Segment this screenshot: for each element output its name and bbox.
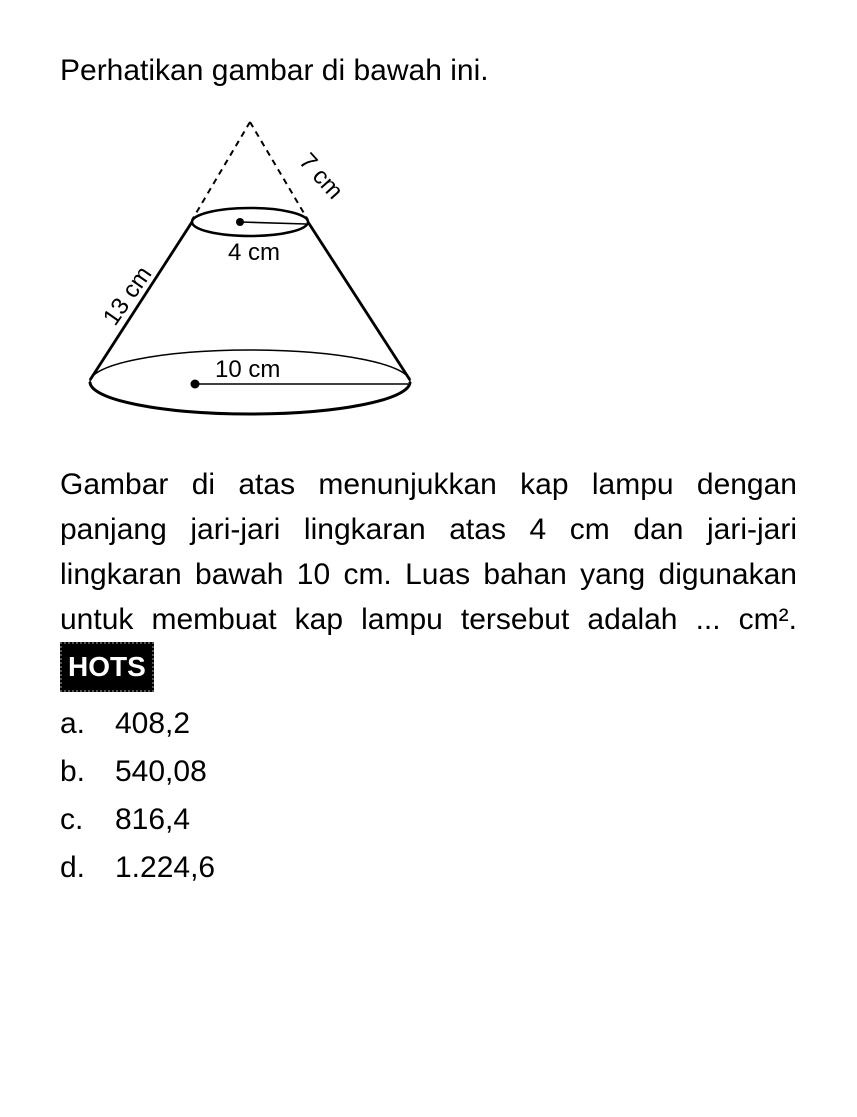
option-d-letter: d. xyxy=(60,844,90,892)
label-4cm: 4 cm xyxy=(228,239,280,266)
question-intro: Perhatikan gambar di bawah ini. xyxy=(60,50,797,92)
option-a-value: 408,2 xyxy=(115,700,190,748)
question-body: Gambar di atas menunjukkan kap lampu den… xyxy=(60,462,797,692)
label-10cm: 10 cm xyxy=(215,356,280,383)
question-body-text: Gambar di atas menunjukkan kap lampu den… xyxy=(60,468,797,636)
answer-options: a. 408,2 b. 540,08 c. 816,4 d. 1.224,6 xyxy=(60,700,797,892)
option-c-letter: c. xyxy=(60,796,90,844)
bottom-ellipse-front xyxy=(90,382,410,414)
hots-badge: HOTS xyxy=(60,642,154,692)
option-b-value: 540,08 xyxy=(115,748,207,796)
option-c-value: 816,4 xyxy=(115,796,190,844)
option-d-value: 1.224,6 xyxy=(115,844,215,892)
option-c: c. 816,4 xyxy=(60,796,797,844)
option-b: b. 540,08 xyxy=(60,748,797,796)
apex-left-dash xyxy=(192,122,250,220)
cone-figure: 7 cm 4 cm 13 cm 10 cm xyxy=(60,102,420,442)
option-a: a. 408,2 xyxy=(60,700,797,748)
label-7cm: 7 cm xyxy=(294,148,349,205)
option-a-letter: a. xyxy=(60,700,90,748)
right-slant xyxy=(308,222,410,380)
option-d: d. 1.224,6 xyxy=(60,844,797,892)
option-b-letter: b. xyxy=(60,748,90,796)
left-slant xyxy=(90,222,192,380)
top-radius-line xyxy=(240,222,306,224)
